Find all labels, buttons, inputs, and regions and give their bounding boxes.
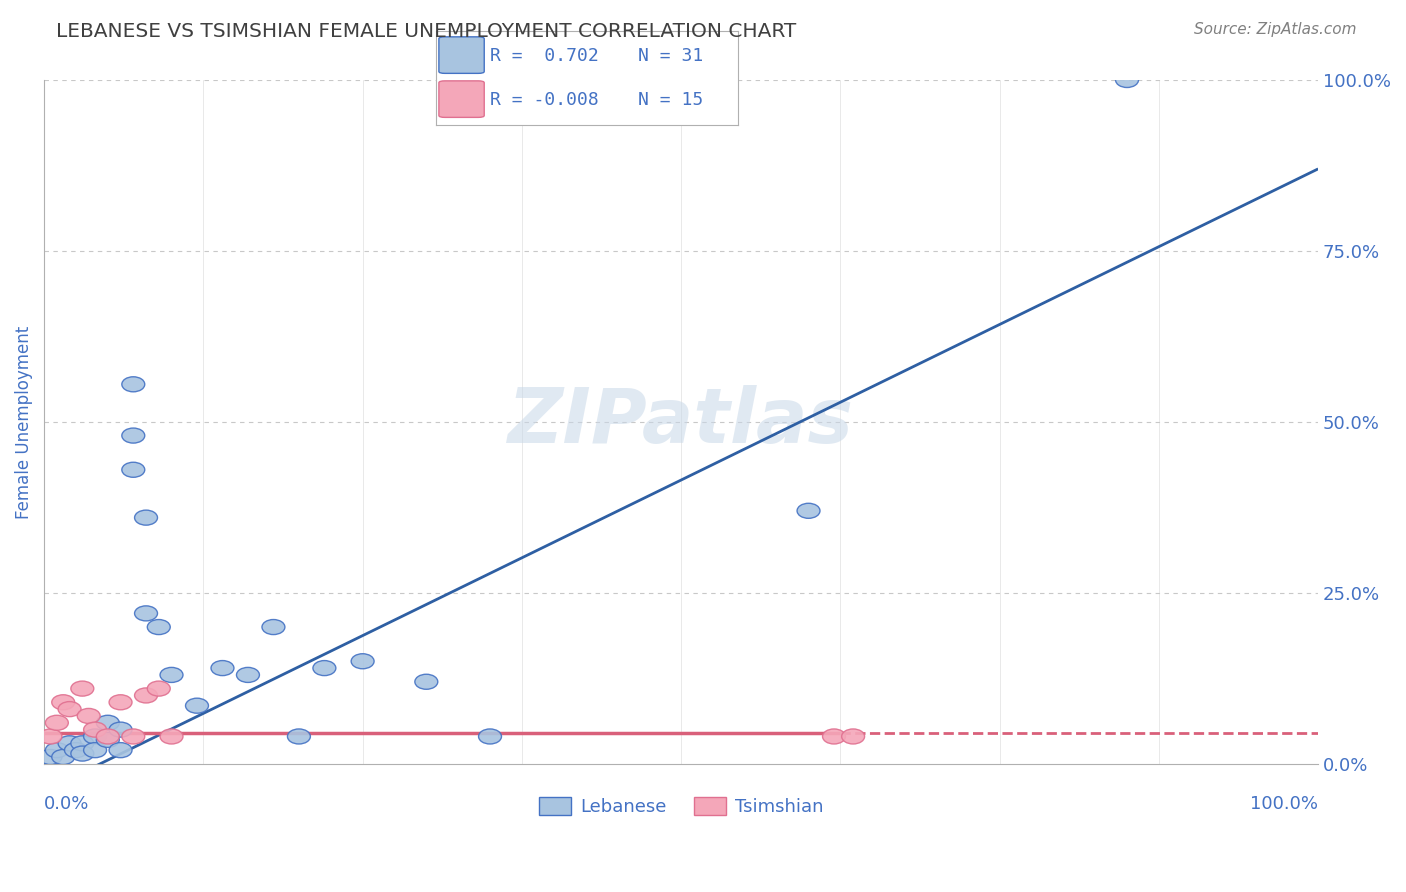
Text: N = 15: N = 15 (638, 91, 703, 109)
Ellipse shape (823, 729, 845, 744)
Text: R =  0.702: R = 0.702 (491, 46, 599, 64)
Ellipse shape (97, 729, 120, 744)
Ellipse shape (135, 688, 157, 703)
Ellipse shape (97, 715, 120, 731)
FancyBboxPatch shape (439, 81, 484, 118)
Ellipse shape (70, 681, 94, 696)
Ellipse shape (122, 428, 145, 443)
Legend: Lebanese, Tsimshian: Lebanese, Tsimshian (531, 789, 831, 823)
Ellipse shape (70, 736, 94, 751)
Ellipse shape (135, 510, 157, 525)
Ellipse shape (160, 667, 183, 682)
Ellipse shape (314, 661, 336, 675)
Ellipse shape (52, 695, 75, 710)
Ellipse shape (110, 695, 132, 710)
Text: R = -0.008: R = -0.008 (491, 91, 599, 109)
Ellipse shape (45, 743, 69, 757)
Ellipse shape (842, 729, 865, 744)
Ellipse shape (1115, 72, 1139, 87)
Ellipse shape (135, 606, 157, 621)
Ellipse shape (97, 732, 120, 747)
Ellipse shape (70, 746, 94, 761)
Text: Source: ZipAtlas.com: Source: ZipAtlas.com (1194, 22, 1357, 37)
Y-axis label: Female Unemployment: Female Unemployment (15, 326, 32, 518)
Ellipse shape (262, 620, 285, 634)
Ellipse shape (122, 729, 145, 744)
Ellipse shape (160, 729, 183, 744)
Ellipse shape (110, 723, 132, 737)
Ellipse shape (287, 729, 311, 744)
Ellipse shape (58, 736, 82, 751)
Ellipse shape (122, 376, 145, 392)
Ellipse shape (58, 702, 82, 716)
Text: 0.0%: 0.0% (44, 795, 90, 813)
Ellipse shape (797, 503, 820, 518)
Ellipse shape (45, 715, 69, 731)
Ellipse shape (122, 462, 145, 477)
Ellipse shape (83, 729, 107, 744)
FancyBboxPatch shape (439, 37, 484, 73)
Ellipse shape (83, 723, 107, 737)
Ellipse shape (236, 667, 260, 682)
Text: N = 31: N = 31 (638, 46, 703, 64)
Ellipse shape (478, 729, 502, 744)
Text: ZIPatlas: ZIPatlas (508, 385, 853, 458)
Ellipse shape (186, 698, 208, 714)
Ellipse shape (77, 708, 100, 723)
Ellipse shape (39, 749, 62, 764)
Ellipse shape (83, 743, 107, 757)
Ellipse shape (352, 654, 374, 669)
Ellipse shape (148, 681, 170, 696)
Text: LEBANESE VS TSIMSHIAN FEMALE UNEMPLOYMENT CORRELATION CHART: LEBANESE VS TSIMSHIAN FEMALE UNEMPLOYMEN… (56, 22, 796, 41)
Ellipse shape (39, 729, 62, 744)
Ellipse shape (415, 674, 437, 690)
Ellipse shape (110, 743, 132, 757)
Ellipse shape (65, 743, 87, 757)
Ellipse shape (148, 620, 170, 634)
Ellipse shape (52, 749, 75, 764)
Text: 100.0%: 100.0% (1250, 795, 1319, 813)
Ellipse shape (211, 661, 233, 675)
